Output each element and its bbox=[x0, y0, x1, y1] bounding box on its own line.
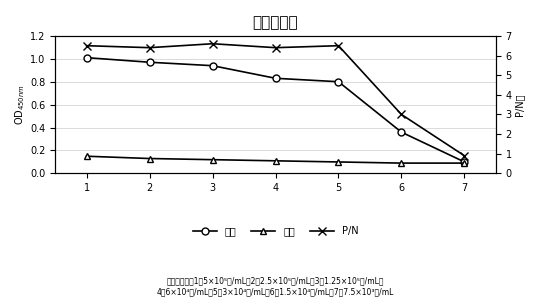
Text: 抗原（个数）1：5×10⁵个/mL；2：2.5×10⁵个/mL；3：1.25×10⁵个/mL；
4：6×10⁴个/mL；5：3×10⁴个/mL；6：1.5×10: 抗原（个数）1：5×10⁵个/mL；2：2.5×10⁵个/mL；3：1.25×1… bbox=[157, 277, 394, 296]
Title: 敏感性试验: 敏感性试验 bbox=[253, 16, 298, 30]
Y-axis label: OD$_{450nm}$: OD$_{450nm}$ bbox=[13, 84, 27, 125]
Legend: 阳性, 阴性, P/N: 阳性, 阴性, P/N bbox=[189, 222, 362, 240]
Y-axis label: P/N值: P/N值 bbox=[515, 93, 525, 116]
